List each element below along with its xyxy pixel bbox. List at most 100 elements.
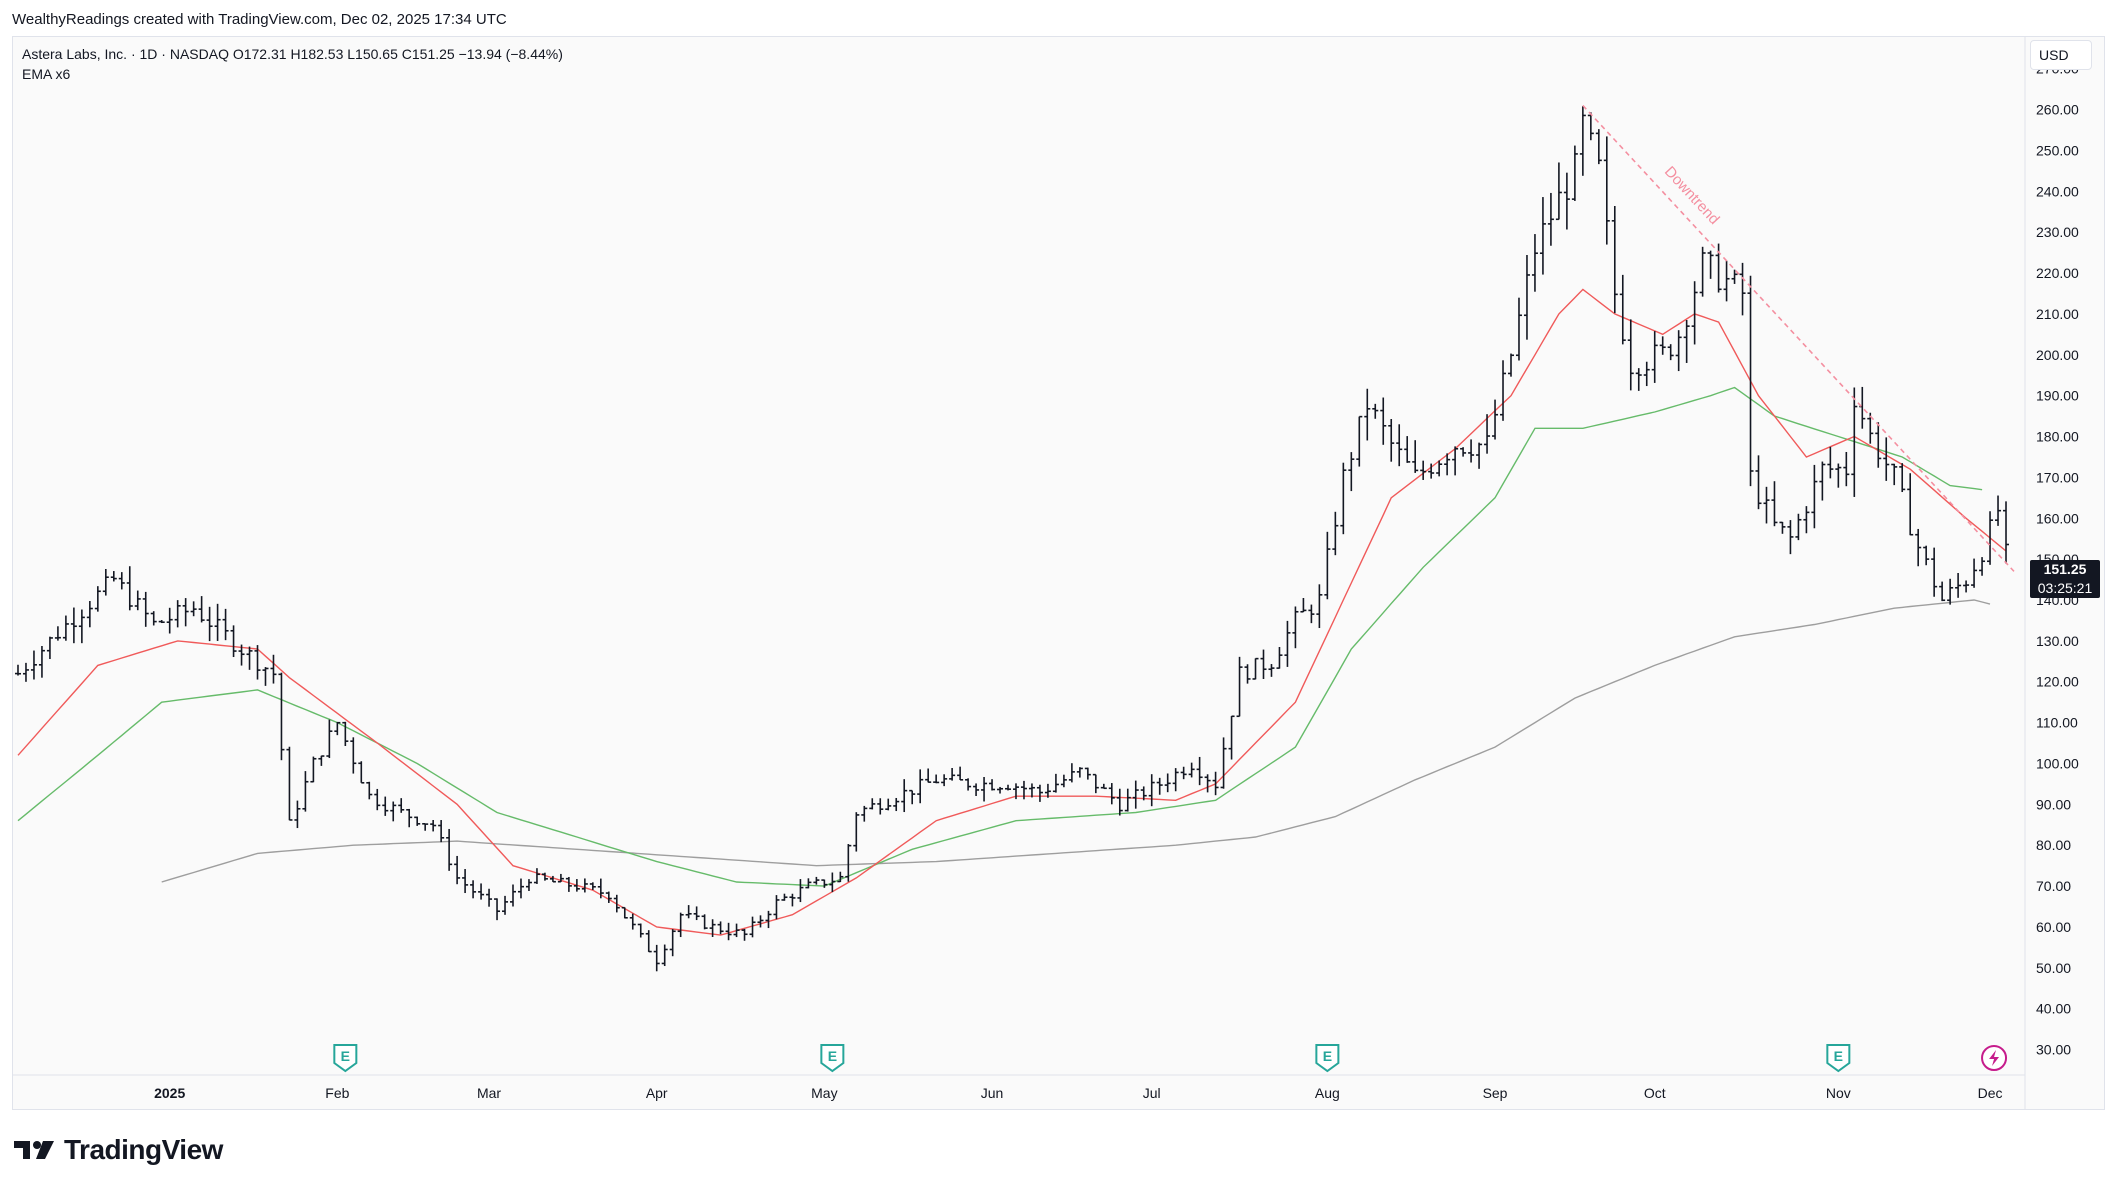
ohlc-bar xyxy=(134,590,141,611)
ohlc-bar xyxy=(1100,783,1107,790)
price-tick-label: 120.00 xyxy=(2036,674,2079,690)
ohlc-bar xyxy=(1188,762,1195,778)
price-tick-label: 170.00 xyxy=(2036,469,2079,485)
earnings-marker[interactable]: E xyxy=(333,1044,358,1073)
ohlc-bar xyxy=(1779,521,1786,534)
ohlc-bar xyxy=(510,884,516,907)
ohlc-bar xyxy=(1028,783,1035,798)
ohlc-bar xyxy=(1372,403,1379,419)
ohlc-bar xyxy=(1284,620,1291,667)
ohlc-bar xyxy=(1124,788,1131,812)
ohlc-bar xyxy=(1619,274,1626,345)
ohlc-bar xyxy=(1412,440,1419,473)
ohlc-bar xyxy=(1068,763,1075,783)
currency-button[interactable]: USD xyxy=(2030,40,2092,70)
chart-pane[interactable] xyxy=(12,36,2105,1110)
ohlc-bar xyxy=(949,767,956,781)
price-tick-label: 190.00 xyxy=(2036,388,2079,404)
ohlc-bar xyxy=(254,645,261,680)
ohlc-bar xyxy=(1164,773,1171,793)
ohlc-bar xyxy=(54,626,61,641)
ohlc-bar xyxy=(1611,205,1618,314)
downtrend-label: Downtrend xyxy=(1661,163,1723,228)
ohlc-bar xyxy=(190,601,197,617)
tradingview-logo[interactable]: TradingView xyxy=(14,1134,223,1166)
ohlc-bar xyxy=(1116,788,1123,816)
ohlc-bar xyxy=(1603,136,1610,245)
lightning-icon[interactable] xyxy=(1981,1045,2008,1071)
time-tick-label: Aug xyxy=(1315,1085,1340,1101)
ohlc-bar xyxy=(821,879,828,888)
time-tick-label: Nov xyxy=(1826,1085,1851,1101)
ohlc-bar xyxy=(286,746,293,821)
ohlc-bar xyxy=(1348,452,1355,492)
ohlc-bar xyxy=(1492,399,1499,440)
ohlc-bar xyxy=(1755,455,1762,510)
ohlc-bar xyxy=(1364,388,1371,441)
ohlc-bar xyxy=(1859,386,1866,429)
ohlc-bar xyxy=(1947,578,1954,605)
ohlc-bar xyxy=(1747,275,1754,487)
ohlc-bar xyxy=(1356,415,1363,467)
ohlc-bar xyxy=(885,798,892,811)
ohlc-bar xyxy=(1172,768,1179,792)
time-tick-label: Sep xyxy=(1483,1085,1508,1101)
earnings-marker[interactable]: E xyxy=(1826,1044,1851,1073)
ohlc-bar xyxy=(366,781,373,800)
ohlc-bar xyxy=(1979,557,1986,576)
ohlc-bar xyxy=(318,755,325,766)
ohlc-bar xyxy=(853,812,860,852)
ohlc-bar xyxy=(62,615,69,641)
earnings-letter: E xyxy=(1834,1048,1843,1064)
ohlc-bar xyxy=(1787,520,1794,555)
ohlc-bar xyxy=(1316,584,1323,629)
ohlc-bar xyxy=(1707,250,1714,279)
ohlc-bar xyxy=(1484,414,1491,454)
ohlc-bar xyxy=(142,591,149,627)
ohlc-bar xyxy=(1843,451,1850,487)
ohlc-bar xyxy=(270,654,277,684)
earnings-marker[interactable]: E xyxy=(1315,1044,1340,1073)
ohlc-bar xyxy=(1380,397,1387,445)
ohlc-bar xyxy=(1156,777,1163,795)
ohlc-bar xyxy=(989,779,996,791)
earnings-marker[interactable]: E xyxy=(820,1044,845,1073)
ohlc-bar xyxy=(1340,462,1347,535)
ohlc-bar xyxy=(1819,461,1826,501)
ohlc-bar xyxy=(1915,528,1922,567)
ohlc-bar xyxy=(1052,773,1059,793)
ohlc-bar xyxy=(789,893,796,907)
time-tick-label: Mar xyxy=(477,1085,501,1101)
ohlc-bar xyxy=(981,777,988,802)
ohlc-bar xyxy=(1891,463,1898,486)
ohlc-bar xyxy=(310,756,317,783)
ohlc-bar xyxy=(685,905,692,919)
price-tick-label: 200.00 xyxy=(2036,347,2079,363)
ohlc-bar xyxy=(334,721,341,736)
ohlc-bar xyxy=(1228,715,1235,760)
ohlc-bar xyxy=(565,876,572,892)
ohlc-bar xyxy=(1555,162,1562,221)
ohlc-bar xyxy=(1699,246,1706,297)
ohlc-bar xyxy=(94,586,101,612)
ohlc-bar xyxy=(1468,439,1475,463)
ohlc-bar xyxy=(1683,319,1690,363)
ohlc-bar xyxy=(1388,419,1395,462)
price-tick-label: 40.00 xyxy=(2036,1001,2071,1017)
price-tick-label: 80.00 xyxy=(2036,837,2071,853)
ohlc-bar xyxy=(1292,606,1299,649)
ohlc-bar xyxy=(1771,481,1778,527)
ohlc-bar xyxy=(581,878,588,893)
ohlc-bar xyxy=(957,766,964,781)
ohlc-bar xyxy=(1739,262,1746,316)
ema-mid-layer xyxy=(17,386,1983,887)
last-price: 151.25 xyxy=(2043,561,2087,577)
ohlc-bar xyxy=(1531,234,1538,292)
ohlc-bar xyxy=(1308,604,1315,624)
ohlc-bar xyxy=(182,598,189,627)
ohlc-bar xyxy=(1204,774,1211,793)
ohlc-bar xyxy=(1955,573,1962,598)
ohlc-bar xyxy=(214,603,221,641)
